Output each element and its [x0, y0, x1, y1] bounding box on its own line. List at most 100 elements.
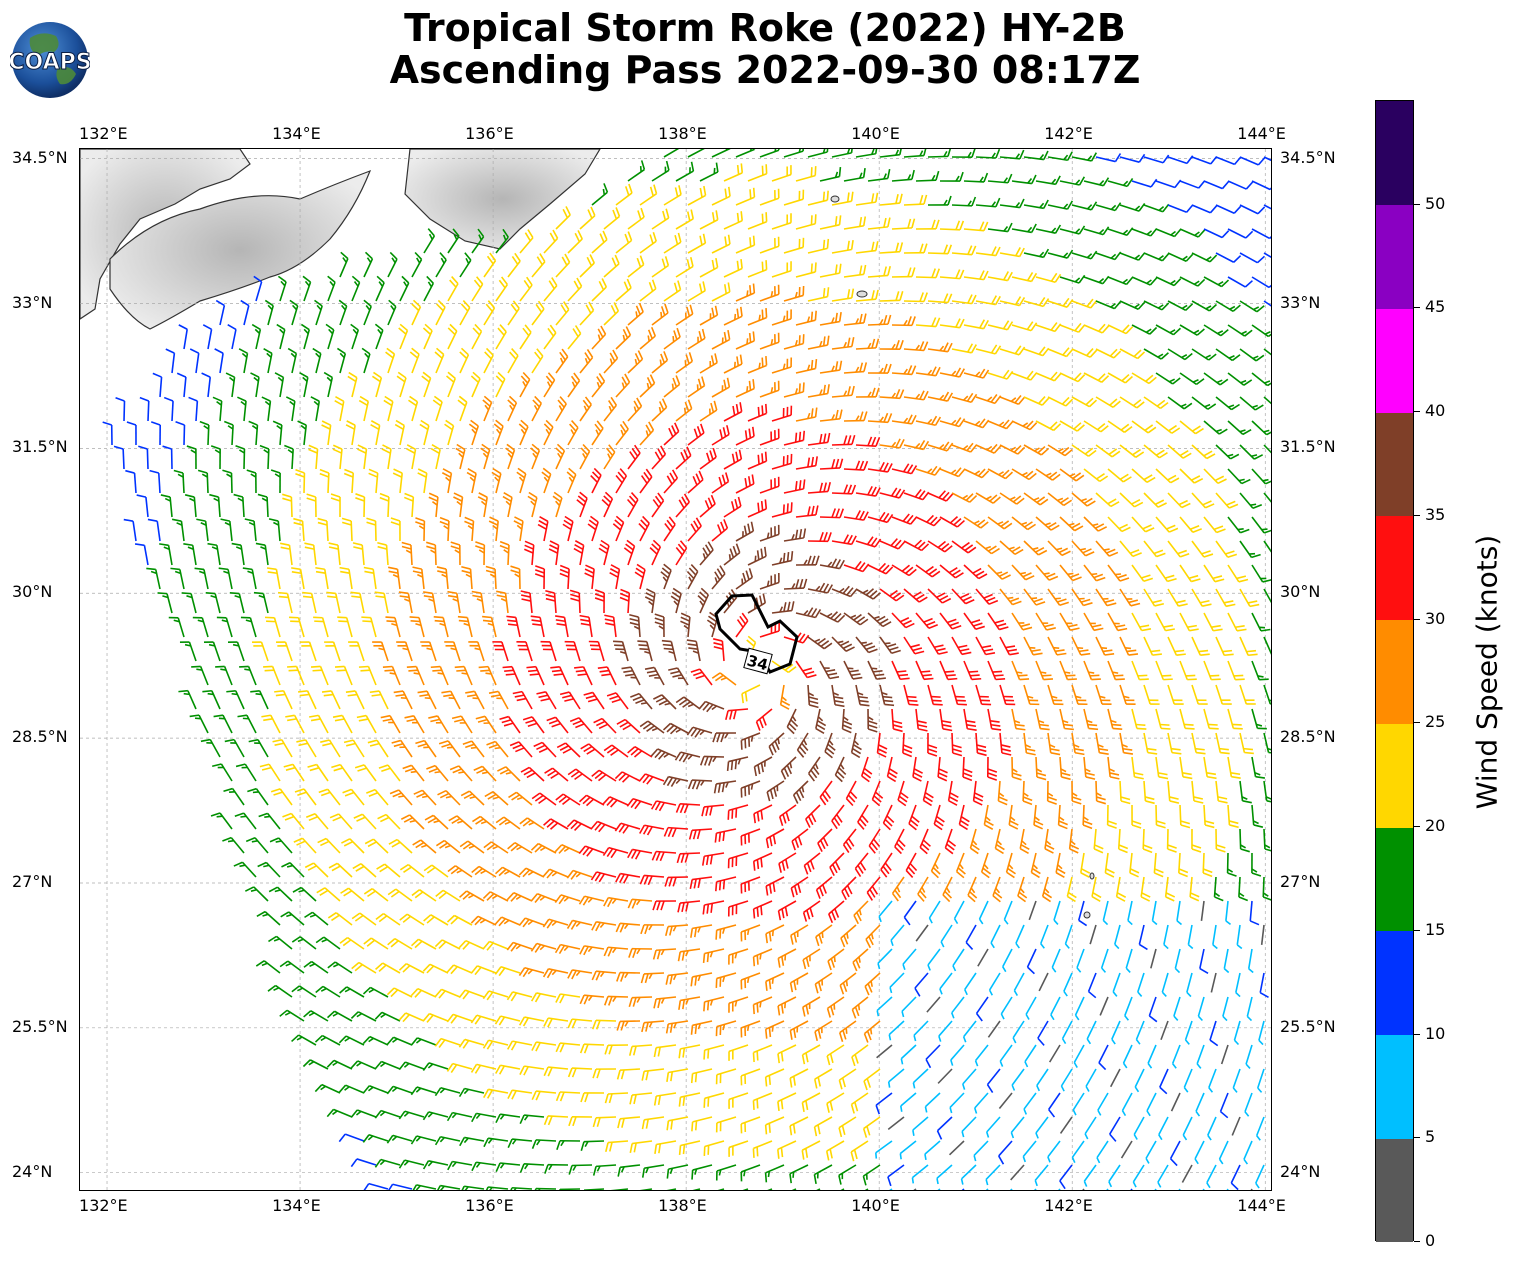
wind-barb: [590, 871, 617, 883]
wind-barb: [1251, 372, 1271, 387]
wind-barb: [792, 780, 809, 804]
wind-barb: [464, 516, 475, 542]
wind-barb: [759, 380, 780, 398]
wind-barb: [509, 741, 533, 758]
lat-tick-label-left: 34.5°N: [12, 147, 68, 167]
wind-barb: [1041, 876, 1053, 903]
wind-barb: [831, 191, 854, 206]
wind-barb: [740, 1164, 761, 1182]
wind-barb: [1095, 348, 1122, 359]
wind-barb: [771, 213, 792, 230]
wind-barb: [803, 852, 821, 875]
wind-barb: [1167, 732, 1182, 755]
wind-barb: [1251, 564, 1271, 583]
wind-barb: [915, 465, 942, 476]
wind-barb: [519, 229, 534, 254]
wind-barb: [1263, 684, 1271, 705]
wind-barb: [224, 738, 245, 758]
wind-barb: [1028, 900, 1037, 921]
wind-barb: [320, 739, 341, 758]
wind-barb: [399, 863, 425, 878]
wind-barb: [420, 641, 437, 662]
wind-barb: [1191, 396, 1217, 410]
wind-barb: [789, 1116, 809, 1136]
wind-barb: [894, 828, 906, 855]
wind-barb: [1167, 155, 1194, 165]
wind-barb: [597, 666, 617, 686]
wind-barb: [280, 911, 305, 926]
wind-barb: [747, 308, 768, 326]
wind-barb: [554, 615, 569, 638]
wind-barb: [1251, 420, 1271, 436]
wind-barb: [819, 215, 842, 230]
wind-barb: [387, 299, 397, 326]
wind-barb: [1047, 444, 1073, 457]
wind-barb: [482, 940, 509, 951]
wind-barb: [1215, 300, 1241, 312]
wind-barb: [425, 541, 437, 566]
wind-barb: [711, 425, 730, 446]
wind-barb: [1239, 828, 1250, 853]
wind-barb: [603, 995, 629, 1006]
wind-barb: [139, 396, 150, 422]
wind-barb: [795, 456, 818, 470]
wind-barb: [358, 395, 370, 422]
wind-barb: [1071, 684, 1088, 706]
wind-barb: [1005, 852, 1016, 879]
wind-barb: [233, 861, 257, 878]
wind-barb: [313, 616, 329, 638]
wind-barb: [963, 319, 989, 330]
wind-barb: [939, 972, 953, 995]
wind-barb: [807, 432, 831, 446]
wind-barb: [339, 936, 365, 950]
wind-barb: [210, 445, 221, 470]
wind-barb: [723, 306, 743, 326]
wind-barb: [235, 445, 246, 470]
wind-barb: [318, 788, 341, 806]
wind-barb: [912, 756, 923, 782]
wind-barb: [891, 876, 905, 902]
wind-barb: [879, 193, 903, 206]
wind-barb: [1076, 948, 1085, 973]
wind-barb: [1155, 420, 1181, 434]
wind-barb: [134, 543, 149, 566]
wind-barb: [495, 816, 521, 830]
wind-barb: [728, 996, 749, 1013]
wind-barb: [330, 493, 341, 518]
wind-barb: [747, 260, 768, 278]
wind-barb: [1035, 516, 1060, 531]
wind-barb: [1215, 540, 1238, 558]
wind-barb: [819, 558, 845, 570]
wind-barb: [1243, 1140, 1253, 1165]
wind-barb: [1131, 178, 1158, 188]
wind-barb: [1179, 756, 1193, 780]
wind-barb: [602, 796, 629, 808]
wind-barb: [1059, 322, 1086, 333]
wind-barb: [530, 992, 557, 1003]
wind-barb: [855, 486, 881, 497]
wind-barb: [747, 403, 768, 422]
wind-barb: [939, 417, 966, 428]
wind-barb: [530, 942, 557, 953]
wind-barb: [507, 1089, 533, 1100]
wind-barb: [1143, 684, 1160, 705]
wind-barb: [1143, 588, 1165, 607]
wind-barb: [1203, 420, 1228, 435]
wind-barb: [1119, 780, 1131, 805]
wind-barb: [795, 555, 820, 566]
wind-barb: [1035, 756, 1047, 781]
wind-barb: [886, 756, 898, 783]
wind-barb: [520, 766, 545, 782]
wind-barb: [383, 395, 394, 422]
wind-barb: [1171, 1044, 1181, 1069]
wind-barb: [1191, 732, 1206, 755]
wind-barb: [367, 739, 389, 758]
wind-barb: [723, 402, 743, 422]
wind-barb: [223, 420, 234, 446]
wind-barb: [432, 395, 443, 422]
wind-barb: [482, 615, 497, 638]
wind-barb: [524, 540, 535, 566]
wind-barb: [715, 972, 737, 988]
wind-barb: [727, 852, 749, 869]
wind-barb: [495, 371, 506, 398]
